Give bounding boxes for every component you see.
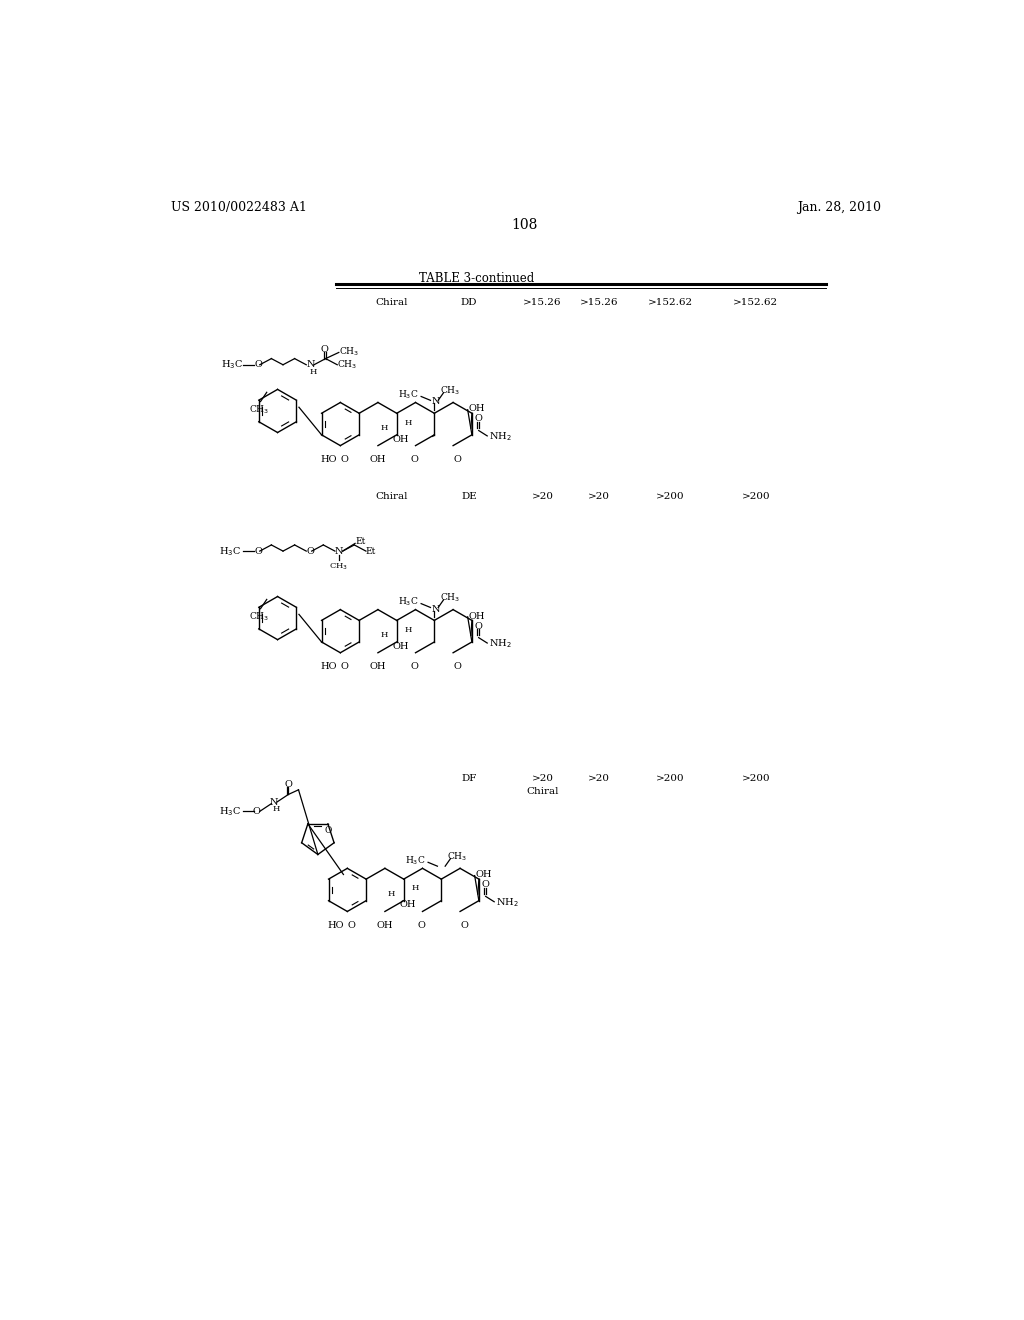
- Text: CH$_3$: CH$_3$: [330, 562, 348, 573]
- Text: H: H: [387, 890, 394, 898]
- Text: HO: HO: [327, 921, 343, 929]
- Text: US 2010/0022483 A1: US 2010/0022483 A1: [171, 201, 306, 214]
- Text: O: O: [475, 622, 482, 631]
- Text: O: O: [347, 921, 355, 929]
- Text: 108: 108: [512, 218, 538, 232]
- Text: O: O: [306, 546, 314, 556]
- Text: Et: Et: [355, 537, 366, 546]
- Text: N: N: [270, 797, 279, 807]
- Text: DE: DE: [461, 492, 477, 500]
- Text: N: N: [335, 546, 343, 556]
- Text: H$_3$C: H$_3$C: [219, 545, 242, 557]
- Text: O: O: [340, 663, 348, 671]
- Text: HO: HO: [319, 455, 337, 463]
- Text: CH$_3$: CH$_3$: [439, 385, 460, 397]
- Text: O: O: [254, 360, 262, 370]
- Text: CH$_3$: CH$_3$: [337, 359, 357, 371]
- Text: O: O: [475, 414, 482, 424]
- Text: H$_3$C: H$_3$C: [398, 595, 419, 609]
- Text: O: O: [481, 880, 489, 890]
- Text: >152.62: >152.62: [648, 298, 693, 306]
- Text: OH: OH: [392, 434, 409, 444]
- Text: O: O: [453, 455, 461, 463]
- Text: H$_3$C: H$_3$C: [221, 358, 243, 371]
- Text: >200: >200: [741, 774, 770, 783]
- Text: CH$_3$: CH$_3$: [249, 403, 269, 416]
- Text: >20: >20: [531, 492, 554, 500]
- Text: TABLE 3-continued: TABLE 3-continued: [419, 272, 535, 285]
- Text: H: H: [273, 805, 281, 813]
- Text: N: N: [306, 360, 314, 370]
- Text: H: H: [380, 424, 388, 432]
- Text: O: O: [460, 921, 468, 929]
- Text: H: H: [412, 884, 419, 892]
- Text: DD: DD: [461, 298, 477, 306]
- Text: >200: >200: [741, 492, 770, 500]
- Text: H: H: [404, 418, 412, 426]
- Text: H: H: [404, 626, 412, 634]
- Text: >15.26: >15.26: [580, 298, 618, 306]
- Text: OH: OH: [475, 870, 492, 879]
- Text: Et: Et: [366, 546, 376, 556]
- Text: OH: OH: [370, 455, 386, 463]
- Text: OH: OH: [399, 900, 416, 909]
- Text: >20: >20: [531, 774, 554, 783]
- Text: O: O: [417, 921, 425, 929]
- Text: OH: OH: [377, 921, 393, 929]
- Text: >200: >200: [656, 492, 685, 500]
- Text: O: O: [410, 455, 418, 463]
- Text: >15.26: >15.26: [523, 298, 562, 306]
- Text: O: O: [285, 780, 293, 789]
- Text: H$_3$C: H$_3$C: [398, 388, 419, 401]
- Text: O: O: [253, 807, 261, 816]
- Text: OH: OH: [370, 663, 386, 671]
- Text: NH$_2$: NH$_2$: [488, 638, 511, 651]
- Text: NH$_2$: NH$_2$: [496, 896, 518, 909]
- Text: O: O: [453, 663, 461, 671]
- Text: N: N: [431, 397, 440, 407]
- Text: N: N: [431, 605, 440, 614]
- Text: HO: HO: [319, 663, 337, 671]
- Text: Chiral: Chiral: [375, 298, 408, 306]
- Text: >20: >20: [588, 492, 610, 500]
- Text: CH$_3$: CH$_3$: [439, 591, 460, 605]
- Text: H$_3$C: H$_3$C: [406, 854, 426, 867]
- Text: O: O: [325, 826, 332, 836]
- Text: NH$_2$: NH$_2$: [488, 430, 511, 444]
- Text: Chiral: Chiral: [526, 788, 559, 796]
- Text: OH: OH: [468, 611, 485, 620]
- Text: H$_3$C: H$_3$C: [219, 805, 242, 818]
- Text: OH: OH: [468, 404, 485, 413]
- Text: >200: >200: [656, 774, 685, 783]
- Text: OH: OH: [392, 642, 409, 651]
- Text: O: O: [410, 663, 418, 671]
- Text: O: O: [254, 546, 262, 556]
- Text: DF: DF: [462, 774, 477, 783]
- Text: >152.62: >152.62: [733, 298, 778, 306]
- Text: H: H: [380, 631, 388, 639]
- Text: Jan. 28, 2010: Jan. 28, 2010: [798, 201, 882, 214]
- Text: CH$_3$: CH$_3$: [339, 346, 359, 358]
- Text: CH$_3$: CH$_3$: [249, 610, 269, 623]
- Text: CH$_3$: CH$_3$: [446, 850, 467, 863]
- Text: >20: >20: [588, 774, 610, 783]
- Text: O: O: [340, 455, 348, 463]
- Text: Chiral: Chiral: [375, 492, 408, 500]
- Text: O: O: [321, 345, 328, 354]
- Text: H: H: [309, 368, 316, 376]
